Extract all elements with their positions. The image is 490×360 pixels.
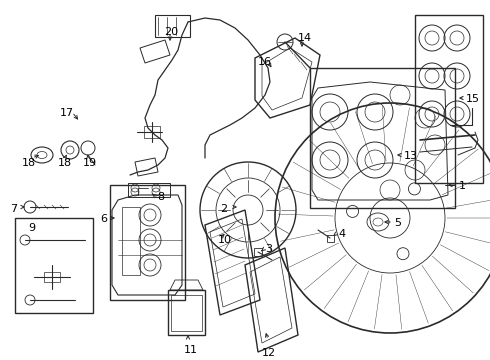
Bar [310, 68, 455, 208]
Text: 18: 18 [22, 158, 36, 168]
Text: 7: 7 [10, 204, 17, 214]
Text: 3: 3 [265, 244, 272, 254]
Bar [254, 248, 262, 256]
Text: 11: 11 [184, 345, 198, 355]
Bar [15, 218, 93, 313]
Text: 20: 20 [164, 27, 178, 37]
Text: 4: 4 [338, 229, 345, 239]
Text: 1: 1 [459, 181, 466, 191]
Bar [155, 15, 190, 37]
Text: 12: 12 [262, 348, 276, 358]
Text: 8: 8 [157, 192, 164, 202]
Text: 17: 17 [60, 108, 74, 118]
Bar [122, 207, 140, 275]
Text: 5: 5 [394, 218, 401, 228]
Text: 14: 14 [298, 33, 312, 43]
Text: 16: 16 [258, 57, 272, 67]
Bar [144, 126, 160, 138]
Text: 9: 9 [28, 223, 35, 233]
Bar [171, 295, 202, 331]
Text: 2: 2 [220, 204, 227, 214]
Text: 15: 15 [466, 94, 480, 104]
Bar [128, 183, 170, 197]
Bar [415, 15, 483, 183]
Bar [327, 235, 334, 242]
Text: 6: 6 [100, 214, 107, 224]
Text: 18: 18 [58, 158, 72, 168]
Text: 13: 13 [404, 151, 418, 161]
Text: 10: 10 [218, 235, 232, 245]
Text: 19: 19 [83, 158, 97, 168]
Bar [110, 185, 185, 300]
Bar [44, 272, 60, 282]
